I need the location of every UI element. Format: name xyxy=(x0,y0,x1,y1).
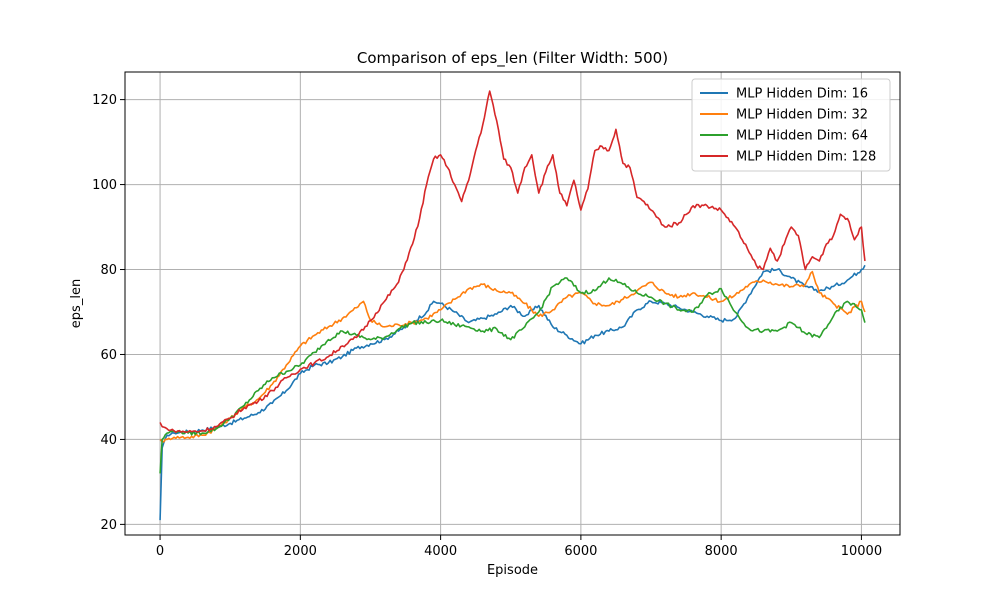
legend-label: MLP Hidden Dim: 32 xyxy=(736,108,868,123)
legend-label: MLP Hidden Dim: 128 xyxy=(736,150,876,165)
series-line-2 xyxy=(159,270,866,443)
x-axis: 0 2000 4000 6000 8000 10000 xyxy=(156,535,882,559)
y-axis-label: eps_len xyxy=(69,279,84,328)
legend-label: MLP Hidden Dim: 16 xyxy=(736,87,868,102)
x-tick-label: 8000 xyxy=(705,544,738,559)
x-tick-label: 6000 xyxy=(564,544,597,559)
series-line-1 xyxy=(159,264,866,521)
chart-title: Comparison of eps_len (Filter Width: 500… xyxy=(357,49,668,68)
y-tick-label: 100 xyxy=(92,178,117,193)
legend-box xyxy=(691,78,891,172)
y-tick-label: 120 xyxy=(92,93,117,108)
y-tick-label: 80 xyxy=(100,263,117,278)
legend: MLP Hidden Dim: 16 MLP Hidden Dim: 32 MLP … xyxy=(691,78,891,172)
y-tick-label: 20 xyxy=(100,518,117,533)
x-tick-label: 4000 xyxy=(424,544,457,559)
series-line-3 xyxy=(159,277,866,474)
legend-label: MLP Hidden Dim: 64 xyxy=(736,129,868,144)
x-axis-label: Episode xyxy=(487,563,538,578)
x-tick-label: 2000 xyxy=(284,544,317,559)
y-tick-label: 40 xyxy=(100,433,117,448)
x-tick-label: 0 xyxy=(156,544,164,559)
series-line-4 xyxy=(159,90,866,434)
x-tick-label: 10000 xyxy=(841,544,882,559)
y-axis: 20 40 60 80 100 120 xyxy=(92,93,125,533)
plot-area-frame xyxy=(124,71,901,536)
series-lines xyxy=(159,90,866,521)
y-tick-label: 60 xyxy=(100,348,117,363)
